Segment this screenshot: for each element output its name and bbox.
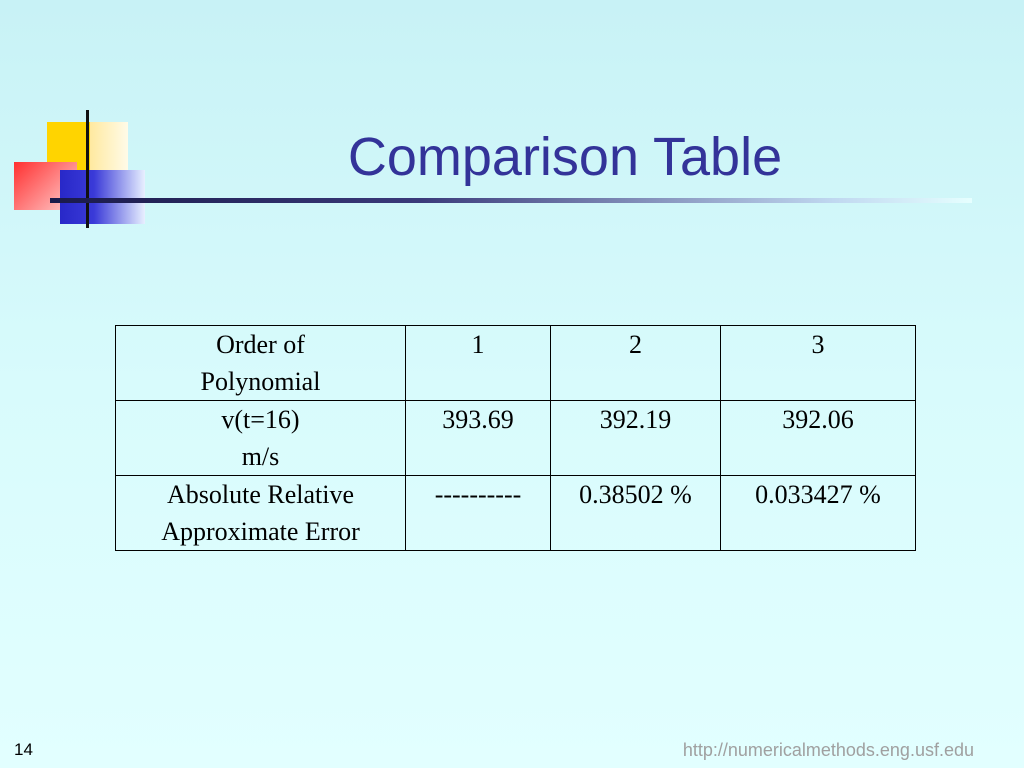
- table-cell: 392.19: [550, 400, 721, 476]
- table-cell: 0.38502 %: [550, 475, 721, 551]
- page-number: 14: [14, 740, 33, 759]
- slide-title: Comparison Table: [347, 127, 783, 187]
- table-cell: Order of Polynomial: [115, 325, 406, 401]
- footer-url: http://numericalmethods.eng.usf.edu: [682, 740, 974, 760]
- deco-vline: [86, 110, 89, 228]
- table-cell: v(t=16) m/s: [115, 400, 406, 476]
- comparison-table: Order of Polynomial 1 2 3 v(t=16) m/s 393.69 3…: [115, 325, 916, 551]
- table-cell: Absolute Relative Approximate Error: [115, 475, 406, 551]
- title-rule: [50, 198, 972, 203]
- table-cell: 392.06: [720, 400, 916, 476]
- table-cell: 3: [720, 325, 916, 401]
- table-row: v(t=16) m/s 393.69 392.19 392.06: [115, 400, 916, 476]
- table-cell: 393.69: [405, 400, 551, 476]
- table-row: Absolute Relative Approximate Error -----…: [115, 475, 916, 551]
- table-cell: 2: [550, 325, 721, 401]
- table-cell: 1: [405, 325, 551, 401]
- table-row: Order of Polynomial 1 2 3: [115, 325, 916, 401]
- deco-blue: [60, 170, 145, 224]
- table-cell: ----------: [405, 475, 551, 551]
- table-cell: 0.033427 %: [720, 475, 916, 551]
